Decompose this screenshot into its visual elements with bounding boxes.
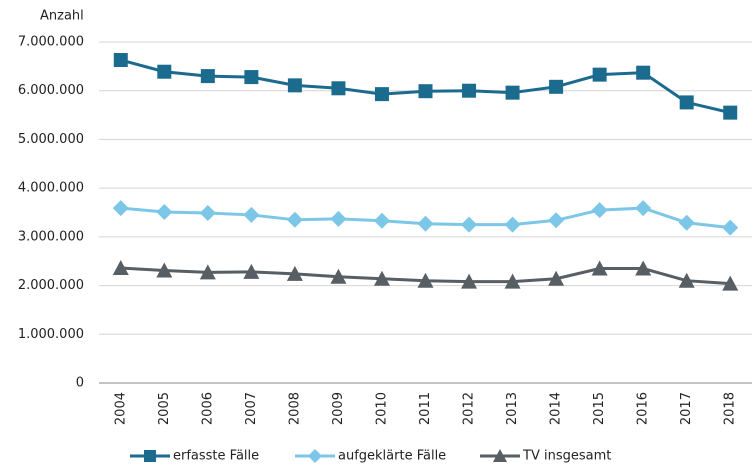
data-point	[330, 268, 347, 284]
x-tick-label: 2005	[157, 392, 172, 425]
data-point	[505, 85, 520, 100]
y-tick-label: 5.000.000	[18, 132, 84, 147]
data-point	[156, 262, 173, 278]
legend-label: erfasste Fälle	[173, 449, 259, 464]
y-axis-label: Anzahl	[40, 9, 84, 24]
legend-label: TV insgesamt	[522, 449, 611, 464]
y-tick-label: 2.000.000	[18, 278, 84, 293]
data-point	[636, 65, 651, 80]
data-point	[592, 67, 607, 82]
data-point	[504, 216, 521, 233]
y-tick-label: 3.000.000	[18, 229, 84, 244]
data-point	[461, 273, 478, 289]
legend-label: aufgeklärte Fälle	[338, 449, 446, 464]
x-tick-label: 2016	[636, 392, 651, 425]
data-point	[417, 215, 434, 232]
data-point	[286, 211, 303, 228]
data-point	[156, 204, 173, 221]
data-point	[374, 87, 389, 102]
y-tick-label: 7.000.000	[18, 35, 84, 50]
data-point	[243, 263, 260, 279]
y-tick-label: 6.000.000	[18, 83, 84, 98]
data-point	[635, 260, 652, 276]
data-point	[112, 200, 129, 217]
data-point	[244, 70, 259, 85]
data-point	[199, 264, 216, 280]
data-point	[199, 204, 216, 221]
data-point	[462, 83, 477, 98]
data-point	[678, 214, 695, 231]
x-tick-label: 2006	[200, 392, 215, 425]
data-point	[417, 272, 434, 288]
data-point	[157, 64, 172, 79]
data-point	[330, 210, 347, 227]
data-point	[373, 270, 390, 286]
data-point	[418, 84, 433, 99]
data-point	[200, 69, 215, 84]
data-point	[286, 265, 303, 281]
data-point	[504, 273, 521, 289]
data-point	[113, 53, 128, 68]
x-tick-label: 2014	[549, 392, 564, 425]
data-point	[287, 78, 302, 93]
x-tick-label: 2012	[462, 392, 477, 425]
x-tick-label: 2018	[723, 392, 738, 425]
data-point	[722, 219, 739, 236]
data-point	[723, 105, 738, 120]
data-point	[679, 95, 694, 110]
data-point	[722, 275, 739, 291]
data-point	[461, 216, 478, 233]
data-point	[678, 272, 695, 288]
data-point	[548, 212, 565, 229]
data-point	[549, 79, 564, 94]
data-point	[591, 260, 608, 276]
data-point	[243, 206, 260, 223]
x-tick-label: 2004	[113, 392, 128, 425]
y-tick-label: 0	[76, 376, 84, 391]
x-tick-label: 2008	[287, 392, 302, 425]
legend-marker	[308, 449, 322, 463]
x-tick-label: 2013	[505, 392, 520, 425]
data-point	[112, 260, 129, 276]
x-tick-label: 2011	[418, 392, 433, 425]
y-tick-label: 4.000.000	[18, 181, 84, 196]
legend-marker	[493, 449, 507, 462]
x-tick-label: 2007	[244, 392, 259, 425]
x-tick-label: 2017	[679, 392, 694, 425]
data-point	[635, 200, 652, 217]
data-point	[591, 202, 608, 219]
data-point	[548, 270, 565, 286]
y-tick-label: 1.000.000	[18, 327, 84, 342]
legend-marker	[144, 450, 156, 462]
x-tick-label: 2009	[331, 392, 346, 425]
x-tick-label: 2015	[592, 392, 607, 425]
x-tick-label: 2010	[374, 392, 389, 425]
data-point	[331, 81, 346, 96]
data-point	[373, 212, 390, 229]
